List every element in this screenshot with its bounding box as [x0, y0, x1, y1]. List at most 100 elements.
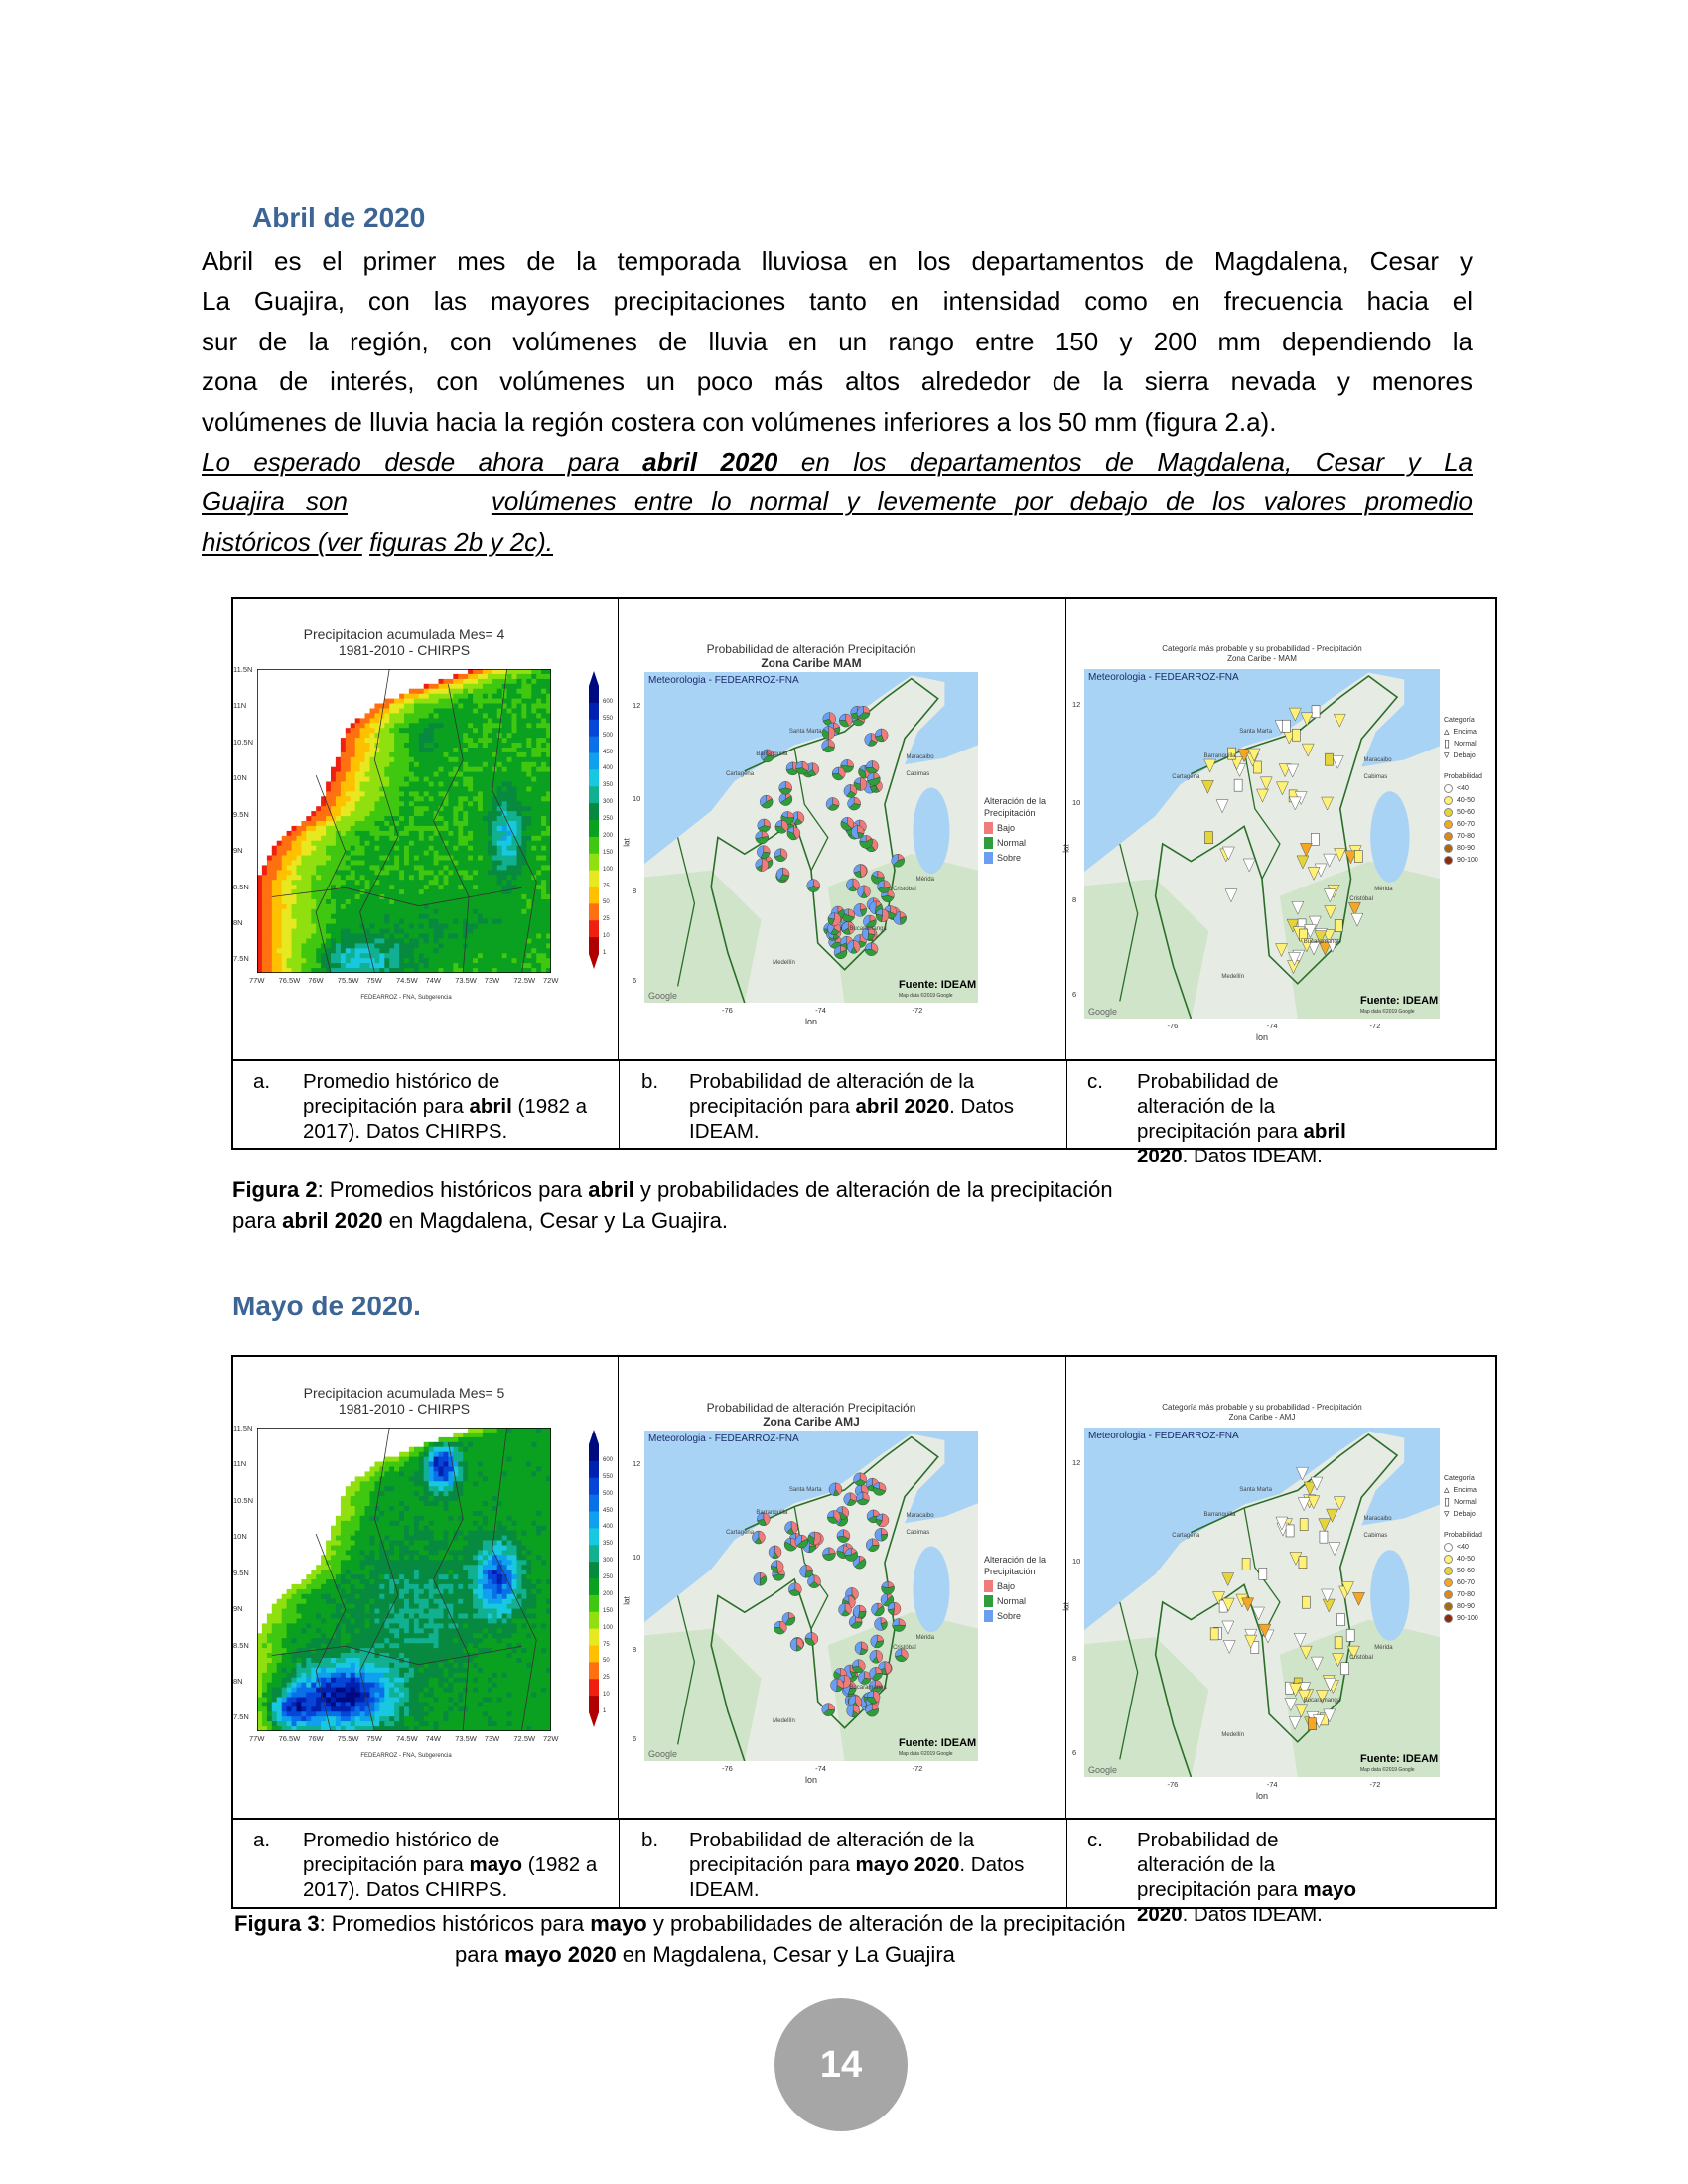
legend-item: 40-50: [1444, 796, 1482, 805]
colorbar-tick-label: 150: [603, 849, 614, 856]
pie-slice: [796, 1539, 809, 1549]
pie-slice: [804, 1632, 812, 1640]
colorbar-segment: [589, 820, 599, 838]
debajo-marker: [1307, 867, 1321, 881]
lat-tick-label: 12: [633, 1459, 641, 1469]
pie-slice: [768, 1545, 775, 1559]
debajo-marker: [1299, 843, 1313, 858]
lon-tick-label: -74: [1266, 1022, 1278, 1030]
pie-slice: [856, 706, 864, 717]
normal-marker: [1336, 1613, 1345, 1626]
station-pie: [895, 1648, 909, 1662]
colorbar-segment: [589, 1460, 599, 1479]
caption-text: . Datos IDEAM.: [689, 1095, 1015, 1143]
place-label: Bucaramanga: [1303, 1697, 1341, 1704]
map-source: Fuente: IDEAM: [1360, 1753, 1439, 1765]
legend-circle: [1444, 1602, 1453, 1611]
lon-tick-label: -76: [1167, 1780, 1179, 1789]
caption-label: c.: [1087, 1829, 1103, 1851]
caption-text: Probabilidad de alteración de la precipi…: [689, 1828, 1047, 1902]
station-pie: [768, 1545, 782, 1560]
lon-tick-label: 72W: [543, 1734, 559, 1743]
lat-tick-label: 8N: [233, 918, 243, 927]
caption-text: Promedio histórico de precipitación para…: [303, 1069, 601, 1144]
debajo-marker: [1288, 1716, 1302, 1730]
text-line: Abril es el primer mes de la temporada l…: [202, 246, 1473, 276]
colorbar-arrow: [589, 954, 599, 969]
map-subtitle: Zona Caribe AMJ: [763, 1415, 860, 1429]
outlook-line: Guajira son volúmenes entre lo normal y l…: [202, 481, 1473, 521]
station-pie: [752, 1530, 766, 1545]
lon-tick-label: 73W: [484, 976, 500, 985]
legend-title: Categoría: [1444, 1475, 1475, 1482]
legend-item: 60-70: [1444, 820, 1482, 829]
colorbar-tick-label: 75: [603, 1641, 610, 1648]
map-credit: Meteorologia - FEDEARROZ-FNA: [1088, 672, 1239, 683]
panel-a: Precipitacion acumulada Mes= 4 1981-2010 …: [233, 599, 619, 1059]
place-label: Mérida: [1374, 1644, 1393, 1651]
legend-label: 40-50: [1457, 1556, 1475, 1563]
pie-slice: [774, 820, 782, 827]
lon-tick-label: -76: [722, 1764, 733, 1773]
precipitation-map: [257, 669, 551, 973]
legend-label: 80-90: [1457, 845, 1475, 852]
legend-swatch: [984, 1595, 993, 1607]
station-pie: [838, 1602, 852, 1617]
legend-label: Sobre: [997, 853, 1022, 863]
pie-slice: [861, 926, 869, 941]
colorbar-segment: [589, 920, 599, 938]
lat-tick-label: 7.5N: [233, 954, 249, 964]
lon-tick-label: -74: [815, 1764, 826, 1773]
legend-label: 90-100: [1457, 857, 1478, 864]
map-footer: FEDEARROZ - FNA, Subgerencia: [360, 1753, 452, 1759]
place-label: Santa Marta: [1239, 1487, 1272, 1494]
debajo-marker: [1221, 1572, 1235, 1587]
legend-item: ▿ Debajo: [1444, 1509, 1482, 1520]
colorbar-tick-label: 1: [603, 1708, 607, 1714]
pie-slice: [838, 1602, 846, 1616]
station-pie: [874, 1617, 888, 1631]
station-pie: [844, 1548, 858, 1562]
pie-slice: [867, 776, 881, 786]
caption-text: en Magdalena, Cesar y La Guajira: [616, 1942, 955, 1967]
legend-swatch: [984, 1580, 993, 1592]
pie-slice: [785, 761, 793, 771]
figure-2-caption: Figura 2: Promedios históricos para abri…: [232, 1174, 1113, 1236]
debajo-marker: [1301, 743, 1315, 757]
place-label: Maracaibo: [1363, 756, 1392, 763]
station-pie: [853, 903, 867, 917]
legend-item: 90-100: [1444, 856, 1482, 865]
section-heading-may: Mayo de 2020.: [232, 1291, 421, 1321]
land-forest: [644, 870, 762, 1003]
pie-slice: [823, 726, 829, 734]
map-subtitle: 1981-2010 - CHIRPS: [338, 1401, 471, 1417]
place-label: Bucaramanga: [849, 926, 887, 933]
pie-slice: [827, 1510, 835, 1518]
map-credit: Meteorologia - FEDEARROZ-FNA: [1088, 1431, 1239, 1441]
caption-label: b.: [641, 1070, 659, 1093]
colorbar: [589, 1430, 599, 1727]
colorbar-segment: [589, 1528, 599, 1546]
colorbar-tick-label: 600: [603, 698, 614, 705]
station-pie: [774, 1620, 787, 1635]
category-map: [1084, 669, 1440, 1019]
debajo-marker: [1310, 1476, 1324, 1491]
station-pie: [771, 1560, 784, 1573]
pie-slice: [760, 749, 768, 761]
map-title: Categoría más probable y su probabilidad…: [1162, 644, 1362, 653]
legend-item: ▵ Encima: [1444, 1485, 1482, 1496]
caption-bold: abril: [588, 1177, 634, 1202]
colorbar-tick-label: 500: [603, 732, 614, 739]
normal-marker: [1334, 919, 1343, 932]
triangle-up-icon: ▵: [1444, 726, 1450, 738]
column-divider: [1066, 1061, 1067, 1148]
outlook-text: en los departamentos de Magdalena, Cesar…: [777, 447, 1473, 478]
legend-item: <40: [1444, 784, 1482, 793]
station-pie: [804, 1632, 819, 1646]
legend-label: Debajo: [1453, 1511, 1476, 1518]
panel-c: Categoría más probable y su probabilidad…: [1062, 599, 1495, 1059]
probability-map: [644, 1431, 978, 1761]
outlook-text: Lo esperado desde ahora para: [202, 447, 643, 478]
caption-bold: mayo 2020: [504, 1942, 617, 1967]
pie-slice: [877, 880, 885, 889]
